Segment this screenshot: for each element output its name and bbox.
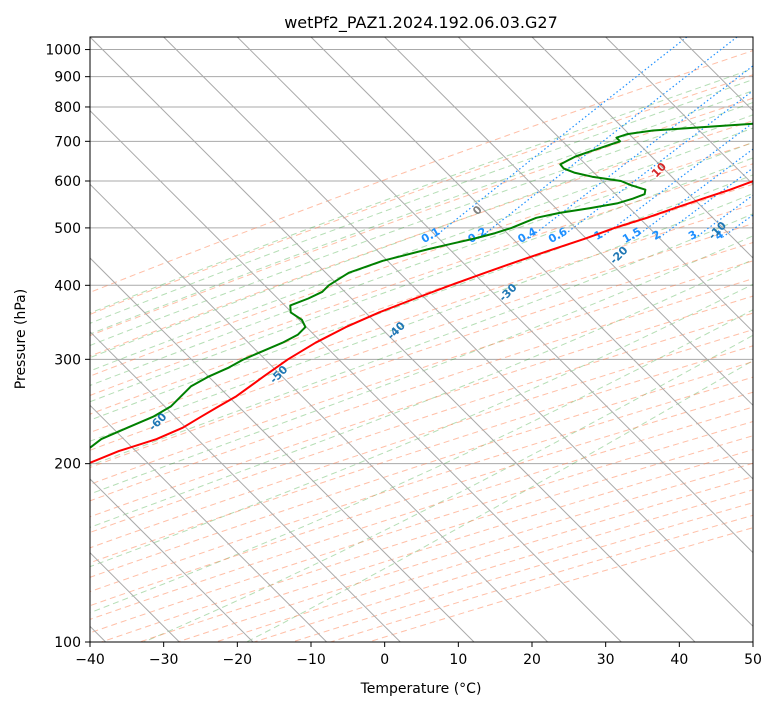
- y-tick-label: 900: [54, 70, 81, 86]
- isotherm-line: [384, 37, 753, 407]
- isotherm-line: [90, 404, 328, 642]
- dry-adiabat: [90, 97, 753, 337]
- plot-area: 0.10.20.40.611.52346810131620253036-100-…: [90, 37, 753, 642]
- dewpoint-line: [90, 122, 753, 450]
- isotherm-line: [531, 37, 753, 259]
- dry-adiabat: [215, 476, 753, 642]
- isotherm-line: [236, 37, 753, 554]
- isotherm-line: [90, 478, 254, 642]
- moist-adiabat: [90, 101, 753, 347]
- sounding-series: [90, 122, 753, 464]
- x-tick-label: −20: [223, 652, 253, 668]
- moist-adiabat: [246, 359, 753, 642]
- dry-adiabat: [254, 489, 753, 642]
- x-tick-label: −40: [75, 652, 105, 668]
- isotherm-line: [90, 330, 401, 642]
- x-tick-label: 50: [744, 652, 762, 668]
- mixing-ratio-line: [599, 122, 753, 239]
- y-tick-label: 700: [54, 134, 81, 150]
- isotherm-line: [90, 183, 549, 642]
- isotherm-line: [163, 37, 753, 628]
- y-tick-label: 200: [54, 457, 81, 473]
- y-tick-label: 300: [54, 352, 81, 368]
- x-tick-label: 10: [449, 652, 467, 668]
- y-axis: 100 200 300 400 500 600 700 800 900 1000: [45, 43, 90, 651]
- moist-adiabat: [90, 79, 753, 324]
- moist-adiabat: [90, 68, 753, 314]
- y-tick-label: 1000: [45, 43, 81, 59]
- isotherm-line: [90, 109, 622, 642]
- moist-adiabat: [90, 283, 753, 568]
- dry-adiabat: [90, 329, 753, 549]
- x-tick-label: 30: [597, 652, 615, 668]
- grid-layer: [90, 49, 753, 642]
- y-tick-label: 800: [54, 100, 81, 116]
- isotherm-line: [310, 37, 753, 480]
- dry-adiabat: [90, 142, 753, 377]
- temperature-line: [90, 180, 753, 464]
- moist-adiabat: [143, 334, 753, 642]
- x-tick-label: −30: [149, 652, 179, 668]
- x-tick-label: 40: [670, 652, 688, 668]
- moist-adiabat: [90, 258, 753, 528]
- mixing-ratio-line: [633, 148, 753, 239]
- isotherm-line: [605, 37, 753, 186]
- isotherm-line: [90, 37, 696, 642]
- y-tick-label: 600: [54, 174, 81, 190]
- dry-adiabat: [90, 50, 753, 293]
- dry-adiabat: [90, 361, 753, 578]
- x-tick-label: 0: [380, 652, 389, 668]
- y-axis-label: Pressure (hPa): [13, 289, 29, 389]
- dry-adiabat: [101, 435, 753, 642]
- moist-adiabat: [90, 141, 753, 387]
- y-tick-label: 400: [54, 278, 81, 294]
- mixing-ratio-line: [694, 194, 753, 239]
- x-axis-label: Temperature (°C): [360, 681, 482, 697]
- plot-frame: [89, 36, 754, 643]
- y-tick-label: 500: [54, 221, 81, 237]
- dry-adiabat: [90, 163, 753, 396]
- moist-adiabat: [90, 192, 753, 442]
- dry-adiabat: [292, 502, 753, 642]
- dry-adiabat: [177, 462, 753, 642]
- dry-adiabat: [90, 120, 753, 357]
- chart-title: wetPf2_PAZ1.2024.192.06.03.G27: [284, 13, 558, 33]
- dry-adiabats: [90, 50, 753, 642]
- mixing-ratio-line: [478, 37, 738, 239]
- moist-adiabat: [90, 309, 753, 614]
- isotherm-line: [457, 37, 753, 333]
- isotherms: [90, 37, 753, 642]
- dry-adiabat: [90, 345, 753, 564]
- isotherm-line: [90, 257, 475, 642]
- dry-adiabat: [139, 449, 753, 642]
- x-tick-label: −10: [296, 652, 326, 668]
- y-tick-label: 100: [54, 635, 81, 651]
- x-tick-label: 20: [523, 652, 541, 668]
- dry-adiabat: [90, 183, 753, 415]
- x-axis: −40 −30 −20 −10 0 10 20 30 40 50: [75, 642, 762, 668]
